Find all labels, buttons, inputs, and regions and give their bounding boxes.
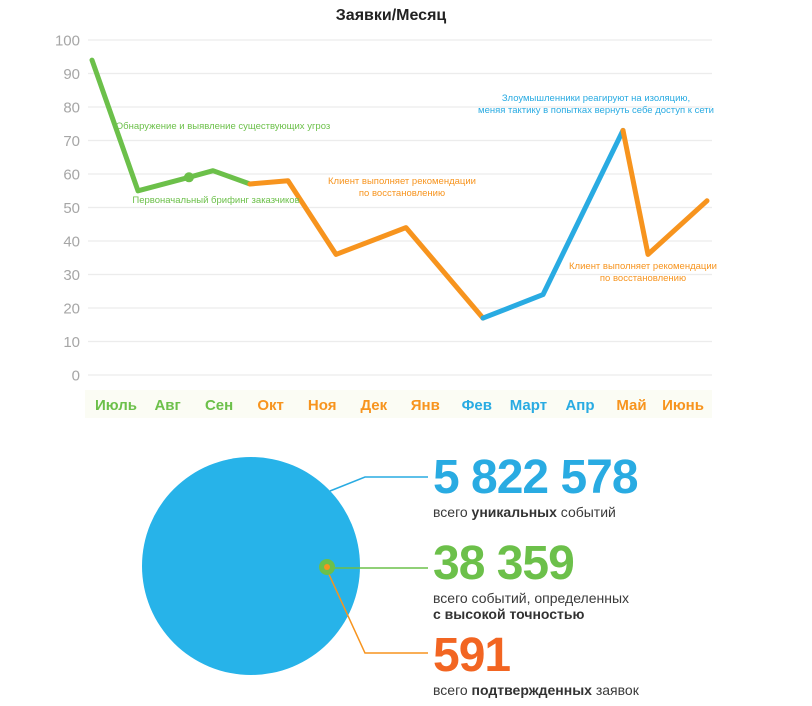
- y-axis-label: 100: [55, 32, 80, 49]
- y-axis-label: 40: [63, 233, 80, 250]
- stat-confirmed-label: всего подтвержденных заявок: [433, 682, 773, 699]
- stat-confirmed-value: 591: [433, 629, 511, 682]
- x-axis-label-12: Июнь: [662, 397, 704, 414]
- x-axis-label-8: Фев: [462, 397, 492, 414]
- x-axis-label-5: Ноя: [308, 397, 337, 414]
- x-axis-label-2: Авг: [154, 397, 180, 414]
- events-pie-chart: [142, 457, 428, 675]
- stat-unique-events: 5 822 578 всего уникальных событий: [433, 454, 773, 521]
- y-axis-label: 80: [63, 99, 80, 116]
- stat-high-precision-events: 38 359 всего событий, определенных с выс…: [433, 540, 773, 622]
- line-segment-remediation-phase-1: [247, 178, 486, 321]
- stat-high-precision-value: 38 359: [433, 537, 575, 590]
- label-text-bold: уникальных: [471, 504, 557, 520]
- x-axis-label-7: Янв: [411, 397, 440, 414]
- line-segment-attackers-react-phase: [480, 127, 626, 321]
- x-axis-label-6: Дек: [360, 397, 387, 414]
- x-axis-label-1: Июль: [95, 397, 137, 414]
- stat-confirmed-requests: 591 всего подтвержденных заявок: [433, 632, 773, 699]
- x-axis-label-9: Март: [510, 397, 547, 414]
- connector-confirmed: [326, 569, 428, 654]
- x-axis-label-4: Окт: [257, 397, 284, 414]
- y-axis-label: 60: [63, 166, 80, 183]
- label-text: всего: [433, 682, 472, 698]
- data-point-marker: [184, 172, 194, 183]
- y-axis-label: 30: [63, 267, 80, 284]
- y-axis-label: 90: [63, 66, 80, 83]
- line-segment-detection-phase: [89, 57, 253, 194]
- label-text-bold: с высокой точностью: [433, 605, 585, 622]
- connector-unique-events: [329, 476, 428, 492]
- x-axis-label-10: Апр: [565, 397, 594, 414]
- pie-slice-unique-events: [142, 457, 360, 675]
- y-axis-label: 50: [63, 200, 80, 217]
- y-axis-label: 10: [63, 334, 80, 351]
- stat-high-precision-label: всего событий, определенных с высокой то…: [433, 590, 773, 622]
- label-text-bold: подтвержденных: [471, 682, 592, 698]
- x-axis-strip: [85, 390, 712, 418]
- x-axis-label-11: Май: [616, 397, 646, 414]
- line-segment-remediation-phase-2: [620, 127, 710, 257]
- pie-slice-confirmed-marker: [324, 564, 330, 570]
- label-text: заявок: [591, 682, 639, 698]
- y-axis-label: 0: [72, 367, 80, 384]
- stat-unique-label: всего уникальных событий: [433, 504, 773, 521]
- x-axis-label-3: Сен: [205, 397, 233, 414]
- label-text: всего: [433, 504, 472, 520]
- chart-title: Заявки/Месяц: [335, 7, 447, 24]
- label-text: всего событий, определенных: [433, 590, 629, 606]
- y-axis-label: 70: [63, 133, 80, 150]
- stat-unique-value: 5 822 578: [433, 451, 639, 504]
- label-text: событий: [556, 504, 616, 520]
- y-axis-label: 20: [63, 300, 80, 317]
